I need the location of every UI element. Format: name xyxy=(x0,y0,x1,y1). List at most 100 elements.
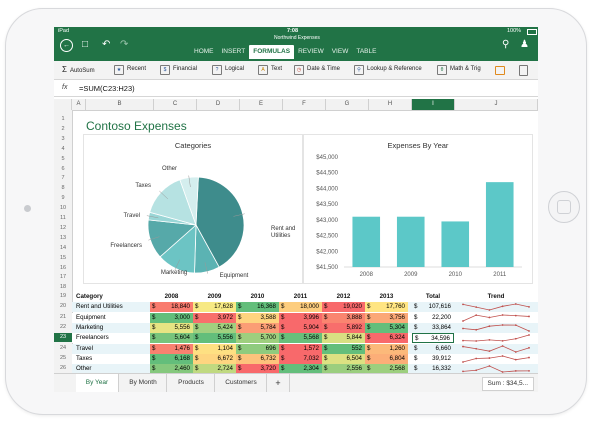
value-cell[interactable]: $2,568 xyxy=(365,364,408,375)
row-header[interactable]: 22 xyxy=(59,323,67,330)
row-header[interactable]: 7 xyxy=(61,175,65,182)
table-header-cell[interactable]: 2008 xyxy=(164,293,179,300)
category-cell[interactable]: Travel xyxy=(76,344,93,352)
sheet-tab-by-year[interactable]: By Year xyxy=(76,374,118,392)
value-cell[interactable]: $1,572 xyxy=(279,343,322,354)
row-header[interactable]: 17 xyxy=(59,274,67,281)
column-header-d[interactable]: D xyxy=(197,99,240,110)
table-header-cell[interactable]: 2010 xyxy=(250,293,265,300)
row-header[interactable]: 15 xyxy=(59,254,67,261)
value-cell[interactable]: $16,368 xyxy=(236,302,279,313)
more-functions-icon[interactable] xyxy=(495,66,505,75)
date-time-button[interactable]: ◷ Date & Time xyxy=(294,65,340,75)
tab-formulas[interactable]: FORMULAS xyxy=(249,45,295,59)
formula-bar[interactable]: fx =SUM(C23:H23) xyxy=(54,82,538,97)
tab-review[interactable]: REVIEW xyxy=(298,48,324,55)
category-cell[interactable]: Taxes xyxy=(76,354,93,362)
tab-home[interactable]: HOME xyxy=(194,48,214,55)
value-cell[interactable]: $19,020 xyxy=(322,302,365,313)
table-header-cell[interactable]: Total xyxy=(425,293,441,300)
value-cell[interactable]: $1,476 xyxy=(150,343,193,354)
undo-icon[interactable]: ↶ xyxy=(102,39,111,50)
math-trig-button[interactable]: θ Math & Trig xyxy=(437,65,481,75)
sheet-tab-products[interactable]: Products xyxy=(166,374,215,392)
row-header[interactable]: 6 xyxy=(61,165,65,172)
value-cell[interactable]: $3,756 xyxy=(365,312,408,323)
share-icon[interactable]: ♟ xyxy=(520,39,529,50)
back-icon[interactable]: ← xyxy=(60,39,73,52)
value-cell[interactable]: $3,888 xyxy=(322,312,365,323)
value-cell[interactable]: $2,724 xyxy=(193,364,236,375)
row-header[interactable]: 16 xyxy=(59,264,67,271)
row-header[interactable]: 2 xyxy=(61,125,65,132)
table-header-cell[interactable]: 2009 xyxy=(207,293,222,300)
table-header-cell[interactable]: Trend xyxy=(487,293,505,300)
value-cell[interactable]: $3,000 xyxy=(150,312,193,323)
total-cell[interactable]: $6,660 xyxy=(412,344,454,354)
row-header[interactable]: 21 xyxy=(59,313,67,320)
value-cell[interactable]: $6,168 xyxy=(150,353,193,364)
row-header[interactable]: 14 xyxy=(59,244,67,251)
file-icon[interactable]: □ xyxy=(82,39,89,50)
value-cell[interactable]: $3,588 xyxy=(236,312,279,323)
search-icon[interactable]: ⚲ xyxy=(502,39,510,50)
value-cell[interactable]: $5,556 xyxy=(193,333,236,344)
value-cell[interactable]: $552 xyxy=(322,343,365,354)
value-cell[interactable]: $6,504 xyxy=(322,353,365,364)
lookup-reference-button[interactable]: ⚲ Lookup & Reference xyxy=(354,65,422,75)
value-cell[interactable]: $5,556 xyxy=(150,322,193,333)
formula-input[interactable]: =SUM(C23:H23) xyxy=(79,84,135,93)
sheet-tab-customers[interactable]: Customers xyxy=(214,374,267,392)
value-cell[interactable]: $6,672 xyxy=(193,353,236,364)
value-cell[interactable]: $1,104 xyxy=(193,343,236,354)
sheet-tab-by-month[interactable]: By Month xyxy=(118,374,167,392)
recent-button[interactable]: ★ Recent xyxy=(114,65,146,75)
value-cell[interactable]: $6,732 xyxy=(236,353,279,364)
total-cell[interactable]: $22,200 xyxy=(412,313,454,323)
row-header[interactable]: 24 xyxy=(59,344,67,351)
row-header[interactable]: 1 xyxy=(61,116,65,122)
home-button[interactable] xyxy=(548,191,580,223)
autosum-button[interactable]: Σ AutoSum xyxy=(62,65,95,74)
row-header[interactable]: 12 xyxy=(59,224,67,231)
row-header[interactable]: 5 xyxy=(61,155,65,162)
table-header-cell[interactable]: 2011 xyxy=(293,293,308,300)
total-cell[interactable]: $33,864 xyxy=(412,323,454,333)
row-header[interactable]: 11 xyxy=(60,215,66,221)
column-header-g[interactable]: G xyxy=(326,99,369,110)
tab-table[interactable]: TABLE xyxy=(356,48,377,55)
table-header-cell[interactable]: Category xyxy=(76,293,103,300)
column-header-a[interactable]: A xyxy=(72,99,86,110)
select-all-corner[interactable] xyxy=(54,99,72,110)
row-header[interactable]: 18 xyxy=(59,284,67,291)
row-header[interactable]: 20 xyxy=(59,303,67,310)
value-cell[interactable]: $7,032 xyxy=(279,353,322,364)
value-cell[interactable]: $5,568 xyxy=(279,333,322,344)
row-header[interactable]: 4 xyxy=(61,145,65,152)
row-header[interactable]: 19 xyxy=(59,293,67,299)
value-cell[interactable]: $18,000 xyxy=(279,302,322,313)
text-button[interactable]: A Text xyxy=(258,65,282,75)
value-cell[interactable]: $6,324 xyxy=(365,333,408,344)
value-cell[interactable]: $2,460 xyxy=(150,364,193,375)
category-cell[interactable]: Other xyxy=(76,365,92,373)
row-header[interactable]: 26 xyxy=(59,365,67,372)
value-cell[interactable]: $3,720 xyxy=(236,364,279,375)
category-cell[interactable]: Freelancers xyxy=(76,334,109,342)
row-header[interactable]: 23 xyxy=(54,333,72,343)
value-cell[interactable]: $5,784 xyxy=(236,322,279,333)
value-cell[interactable]: $3,996 xyxy=(279,312,322,323)
add-sheet-button[interactable]: + xyxy=(266,374,290,392)
value-cell[interactable]: $5,892 xyxy=(322,322,365,333)
value-cell[interactable]: $696 xyxy=(236,343,279,354)
column-header-h[interactable]: H xyxy=(369,99,412,110)
value-cell[interactable]: $5,424 xyxy=(193,322,236,333)
total-cell[interactable]: $16,332 xyxy=(412,364,454,374)
value-cell[interactable]: $1,260 xyxy=(365,343,408,354)
value-cell[interactable]: $3,972 xyxy=(193,312,236,323)
redo-icon[interactable]: ↷ xyxy=(120,39,129,50)
total-cell[interactable]: $39,912 xyxy=(412,354,454,364)
financial-button[interactable]: $ Financial xyxy=(160,65,197,75)
value-cell[interactable]: $5,844 xyxy=(322,333,365,344)
value-cell[interactable]: $5,304 xyxy=(365,322,408,333)
